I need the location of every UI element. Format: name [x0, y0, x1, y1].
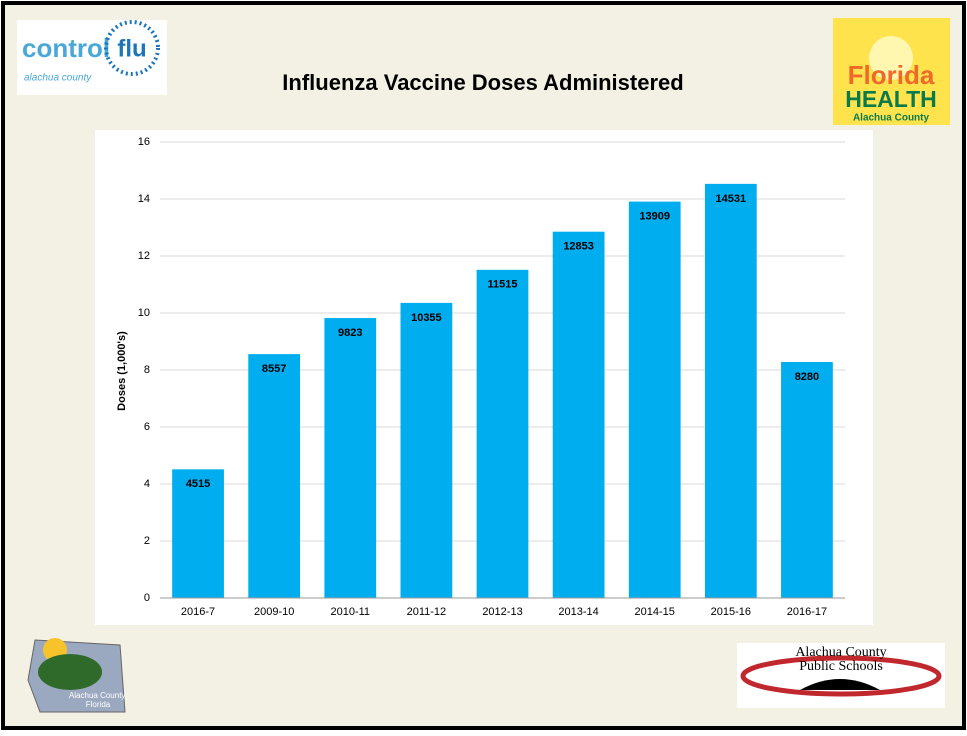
- y-tick-label: 2: [144, 535, 150, 547]
- value-label: 4515: [186, 478, 210, 490]
- bar: [400, 302, 453, 598]
- value-label: 13909: [639, 210, 670, 222]
- bar: [476, 269, 529, 598]
- value-label: 10355: [411, 312, 442, 324]
- bar: [628, 201, 681, 598]
- bar: [704, 183, 757, 598]
- value-label: 9823: [338, 327, 362, 339]
- logo-dots: [104, 20, 160, 76]
- florida-health-logo: HEALTH Florida HEALTH Alachua County: [833, 18, 950, 125]
- logo-text: Alachua County: [795, 645, 886, 660]
- y-tick-label: 4: [144, 478, 150, 490]
- logo-book: [800, 679, 880, 690]
- x-tick-label: 2011-12: [407, 606, 447, 618]
- y-tick-label: 14: [138, 193, 150, 205]
- logo-ring: [740, 655, 942, 697]
- y-tick-label: 12: [138, 250, 150, 262]
- bar: [781, 362, 833, 598]
- logo-sun: [869, 36, 913, 80]
- bar: [248, 354, 301, 598]
- logo-text: Alachua County: [853, 113, 930, 124]
- chart-title: Influenza Vaccine Doses Administered: [282, 70, 683, 95]
- x-tick-label: 2016-17: [787, 606, 827, 618]
- logo-text: flu: [117, 35, 146, 62]
- logo-bg: [737, 643, 945, 708]
- value-label: 8280: [795, 371, 819, 383]
- logo-text: alachua county: [24, 73, 92, 84]
- schools-logo: Alachua County Public Schools: [737, 643, 945, 708]
- logo-text: control: [22, 33, 110, 63]
- bar: [324, 318, 377, 598]
- value-label: 12853: [563, 241, 594, 253]
- logo-text: Alachua County,: [69, 691, 127, 700]
- logo-text: Public Schools: [799, 659, 883, 674]
- value-label: 11515: [488, 279, 518, 291]
- x-tick-label: 2014-15: [635, 606, 675, 618]
- x-tick-label: 2015-16: [711, 606, 751, 618]
- x-tick-label: 2010-11: [330, 606, 370, 618]
- y-axis-label: Doses (1,000's): [116, 331, 128, 411]
- value-label: 14531: [716, 193, 747, 205]
- bar: [552, 231, 605, 598]
- county-map-logo: Alachua County, Florida: [27, 638, 127, 713]
- value-label: 8557: [262, 363, 286, 375]
- y-tick-label: 6: [144, 421, 150, 433]
- y-tick-label: 10: [138, 307, 150, 319]
- x-tick-label: 2012-13: [482, 606, 522, 618]
- control-flu-logo: control flu alachua county: [17, 20, 167, 95]
- x-tick-label: 2013-14: [558, 606, 598, 618]
- x-tick-label: 2016-7: [181, 606, 215, 618]
- logo-bg: [17, 20, 167, 95]
- y-tick-label: 0: [144, 592, 150, 604]
- bar: [172, 469, 224, 598]
- x-tick-label: 2009-10: [254, 606, 294, 618]
- logo-text: Florida: [848, 60, 935, 90]
- logo-text: Florida: [86, 700, 111, 709]
- map-tree: [38, 654, 102, 690]
- y-tick-label: 16: [138, 136, 150, 148]
- logo-text: HEALTH: [845, 86, 937, 112]
- y-tick-label: 8: [144, 364, 150, 376]
